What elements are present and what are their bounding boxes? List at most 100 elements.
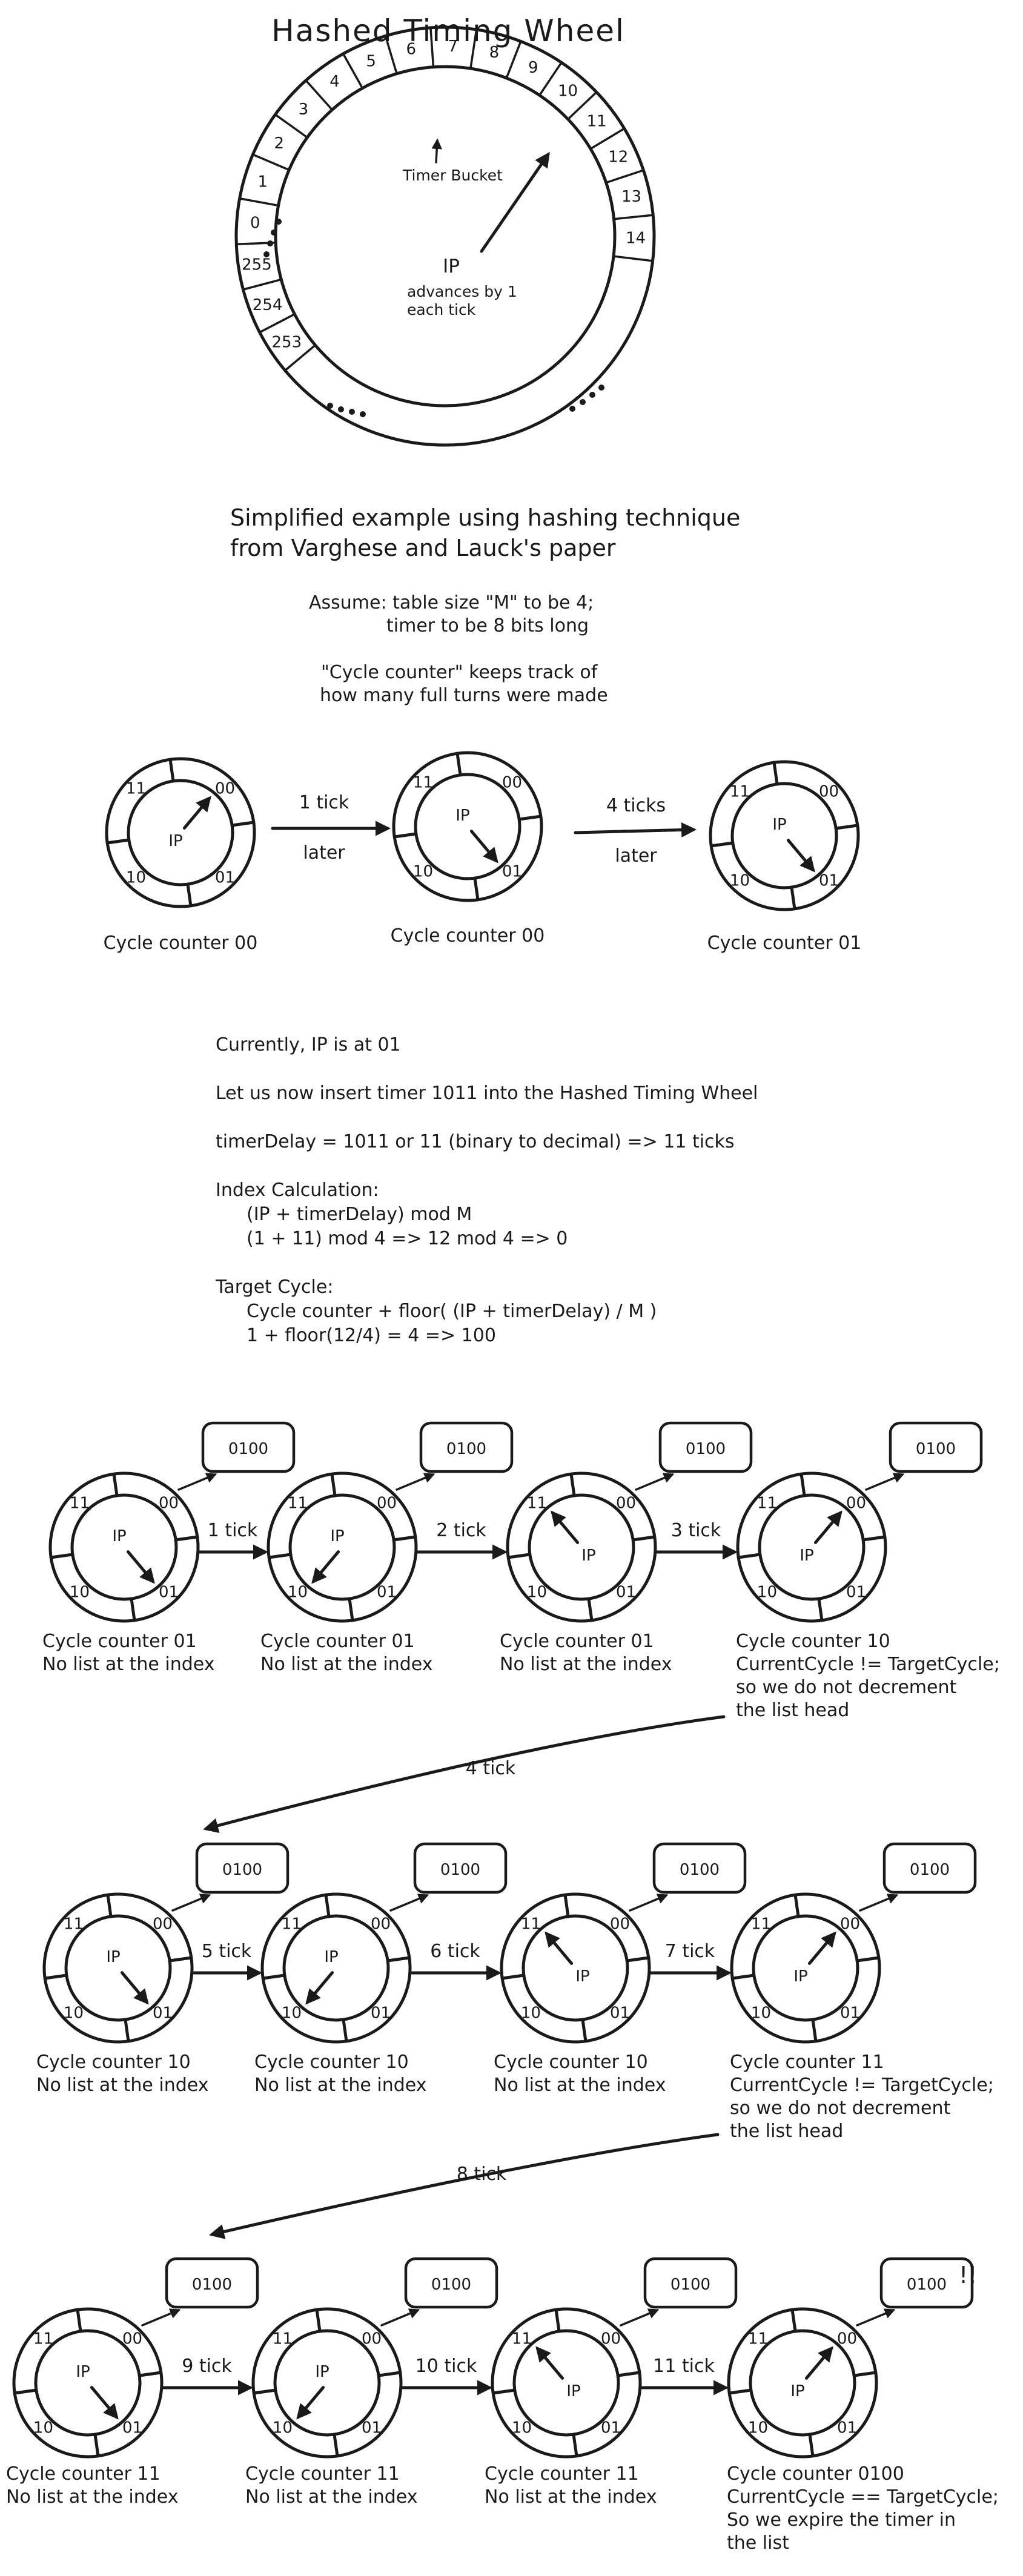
wheel-ip-pointer [120,1971,149,2005]
quadrant-label-01: 01 [837,2419,857,2437]
wheel-inner-ring [730,782,838,890]
quadrant-divider [49,1553,74,1559]
example-arrow-1-bottom: later [303,842,345,864]
quadrant-label-00: 00 [153,1915,173,1933]
wheel-caption-line: Cycle counter 01 [500,1631,654,1652]
wheel-slot-label: 7 [448,38,458,56]
quadrant-divider [267,1553,293,1559]
sequence-wheel: 00 01 10 11 IP [42,1892,194,2044]
example-wheel-1: 00 01 10 11 IP [105,757,256,908]
tick-label: 5 tick [202,1941,252,1962]
quadrant-divider [506,1553,532,1559]
big-wheel-inner-ring [274,65,617,408]
wheel-caption-line: Cycle counter 11 [485,2463,639,2485]
quadrant-divider [581,2018,588,2043]
timer-box-value: 0100 [910,1861,950,1879]
wheel-inner-ring [282,1914,390,2022]
wheel-ip-label: IP [76,2363,90,2381]
quadrant-divider [43,1973,68,1980]
wheel-inner-ring [528,1493,635,1601]
wheel-caption-line: No list at the index [500,1654,672,1675]
calc-line5: (IP + timerDelay) mod M [247,1204,472,1225]
quadrant-label-00: 00 [377,1494,397,1512]
quadrant-label-01: 01 [616,1584,636,1602]
wheel-ip-pointer [126,1550,155,1584]
wheel-ip-pointer [786,839,815,873]
wheel-inner-ring [512,2329,620,2437]
quadrant-divider [168,1956,193,1963]
wheel-caption-line: No list at the index [260,1654,432,1675]
wheel-ip-label: IP [112,1527,126,1545]
quadrant-label-11: 11 [126,779,146,798]
timer-box [643,2257,738,2309]
quadrant-divider [491,2388,517,2395]
calc-line4: Index Calculation: [216,1180,379,1201]
quadrant-divider [625,1956,651,1963]
tick-label: 9 tick [182,2356,232,2377]
timer-box [404,2257,498,2309]
cycle-note-line2: how many full turns were made [320,685,608,706]
row-wrap-arrow [209,2133,720,2239]
quadrant-label-10: 10 [413,863,433,881]
quadrant-divider [261,1973,286,1980]
diagram-title: Hashed Timing Wheel [271,13,625,48]
quadrant-divider [333,2432,339,2458]
quadrant-label-00: 00 [215,779,235,798]
wheel-outer-ring [105,757,256,908]
timer-list-link [171,1894,211,1912]
quadrant-divider [616,2371,641,2377]
slot-divider [505,40,522,79]
wheel-ip-pointer [305,1971,334,2005]
slot-divider [238,197,280,207]
slot-divider [567,91,598,121]
wheel-caption-line: Cycle counter 10 [36,2052,191,2073]
wheel-caption-line: Cycle counter 10 [254,2052,409,2073]
example-caption-3: Cycle counter 01 [707,933,862,954]
timer-box [413,1842,508,1894]
quadrant-divider [315,2308,322,2333]
timer-box [879,2257,974,2309]
wheel-outer-ring [506,1471,657,1623]
wheel-inner-ring [127,779,234,887]
wheel-slot-label: 13 [621,188,641,206]
timer-box [882,1842,977,1894]
sequence-wheel: 00 01 10 11 IP [491,2307,642,2459]
wheel-ip-label: IP [455,807,469,825]
quadrant-divider [106,1893,113,1918]
quadrant-divider [348,1597,354,1622]
quadrant-label-10: 10 [273,2419,293,2437]
quadrant-divider [137,2371,163,2377]
timer-box [195,1842,290,1894]
timer-box-value: 0100 [440,1861,480,1879]
timer-bucket-label: Timer Bucket [402,167,503,184]
tick-label: 1 tick [208,1520,258,1541]
wheel-caption-line: So we expire the timer in [727,2509,956,2531]
quadrant-label-10: 10 [33,2419,53,2437]
sequence-wheel: 00 01 10 11 IP [12,2307,164,2459]
quadrant-divider [324,1893,331,1918]
quadrant-label-11: 11 [748,2330,768,2348]
wheel-caption-line: the list [727,2532,789,2554]
quadrant-divider [392,832,418,839]
quadrant-divider [392,1535,417,1542]
wheel-ip-pointer [469,830,498,864]
wheel-ip-pointer [535,2346,564,2380]
timer-box-value: 0100 [228,1440,268,1458]
wheel-caption-line: CurrentCycle == TargetCycle; [727,2486,999,2508]
quadrant-divider [737,1553,762,1559]
quadrant-label-00: 00 [837,2330,857,2348]
timer-box-value: 0100 [431,2276,471,2294]
calc-line1: Currently, IP is at 01 [216,1034,401,1055]
wheel-ip-pointer [90,2386,119,2420]
quadrant-divider [168,758,175,783]
quadrant-label-01: 01 [819,872,839,890]
slot-divider [342,53,364,90]
quadrant-divider [13,2388,38,2395]
wheel-outer-ring [500,1892,651,2044]
wheel-slot-label: 4 [329,73,340,91]
tick-label: 7 tick [665,1941,715,1962]
quadrant-label-01: 01 [610,2004,630,2023]
exclamation-mark: !! [959,2262,977,2288]
quadrant-label-10: 10 [288,1584,308,1602]
wheel-ip-label: IP [566,2382,580,2400]
